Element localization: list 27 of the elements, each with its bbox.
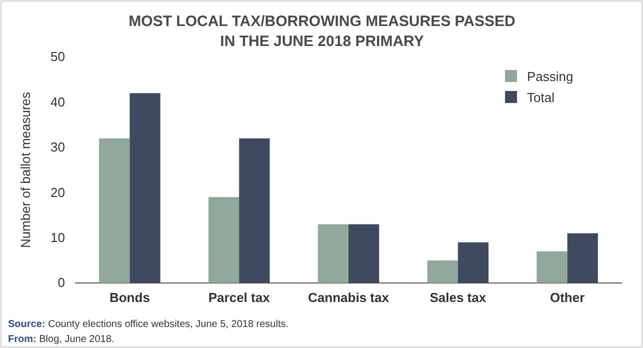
bar	[208, 197, 240, 283]
text: From: Blog, June 2018.	[8, 334, 114, 345]
legend-label: Passing	[527, 69, 574, 84]
chart-title: MOST LOCAL TAX/BORROWING MEASURES PASSED IN THE JUNE 2018 PRIMARY	[128, 13, 516, 50]
x-tick-label: Bonds	[109, 290, 150, 306]
x-tick-label: Parcel tax	[208, 290, 271, 306]
bar	[567, 233, 598, 283]
bar	[99, 138, 130, 283]
y-axis-title: Number of ballot measures	[18, 91, 33, 248]
bar	[536, 251, 568, 283]
legend-label: Total	[527, 90, 555, 105]
y-tick-label: 10	[50, 230, 65, 245]
y-tick-label: 30	[50, 140, 65, 155]
bar	[239, 138, 270, 283]
y-tick-label: 0	[58, 275, 65, 290]
x-tick-label: Cannabis tax	[308, 290, 390, 306]
y-tick-label: 40	[50, 94, 65, 110]
x-tick-label: Sales tax	[430, 290, 487, 306]
bar	[348, 224, 380, 283]
source-note: Source: County elections office websites, June 5, 2018 results.	[8, 319, 289, 330]
y-tick-label: 20	[50, 184, 65, 200]
bar	[130, 93, 160, 283]
y-tick-label: 50	[50, 49, 65, 64]
x-tick-label: Other	[550, 290, 585, 306]
bar	[427, 260, 458, 283]
bar	[318, 224, 348, 283]
bar	[458, 242, 489, 283]
